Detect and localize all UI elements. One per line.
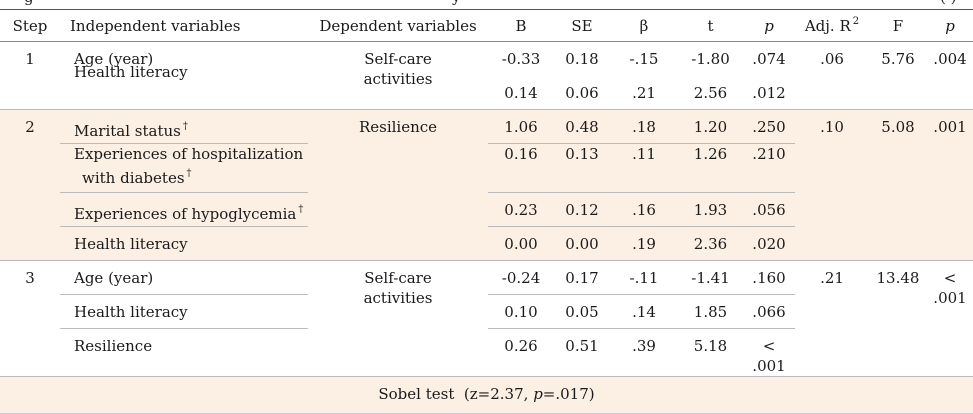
cell-b: 1.06 xyxy=(488,109,554,144)
dependent-variable: Self-care activities xyxy=(363,50,433,88)
cell-beta: .39 xyxy=(610,328,678,377)
independent-variable: Age (year) xyxy=(74,50,154,68)
independent-variable: Health literacy xyxy=(74,62,188,81)
header-t: t xyxy=(678,9,743,42)
cell-f: 13.48 xyxy=(869,260,927,377)
caption-fragment: y xyxy=(452,0,460,5)
cell-p: .160 xyxy=(743,260,795,295)
step-1-group: 1 Age (year) Self-care activities -0.33 0… xyxy=(0,42,973,110)
cell-b: 0.00 xyxy=(488,226,554,261)
cell-b: 0.23 xyxy=(488,192,554,227)
header-independent: Independent variables xyxy=(60,9,308,42)
header-dependent: Dependent variables xyxy=(308,9,488,42)
table-row: Health literacy 0.14 0.06 .21 2.56 .012 xyxy=(0,62,973,110)
cell-b: 0.16 xyxy=(488,143,554,193)
cell-t: 2.36 xyxy=(678,226,743,261)
cell-t: 5.18 xyxy=(678,328,743,377)
cell-adj-r2: .21 xyxy=(795,260,869,377)
table-row: 3 Age (year) Self-care activities -0.24 0… xyxy=(0,260,973,377)
cell-se: 0.06 xyxy=(565,83,599,102)
table-row: Resilience 0.26 0.51 .39 5.18 < .001 xyxy=(0,328,973,377)
independent-variable: Health literacy xyxy=(60,226,308,261)
cell-p: .012 xyxy=(752,83,786,102)
cell-p-model: .004 xyxy=(933,50,967,68)
header-p-model: p xyxy=(927,9,973,42)
regression-table: Step Independent variables Dependent var… xyxy=(0,9,973,414)
independent-variable: Experiences of hospitalization with diab… xyxy=(60,143,308,193)
cell-beta: .19 xyxy=(610,226,678,261)
cell-b: -0.24 xyxy=(488,260,554,295)
table-row: 2 Marital status † Resilience 1.06 0.48 .… xyxy=(0,109,973,261)
table-row: Experiences of hypoglycemia † 0.23 0.12 .… xyxy=(0,192,973,227)
cell-p: .056 xyxy=(743,192,795,227)
cell-se: 0.12 xyxy=(554,192,610,227)
cell-f: 5.08 xyxy=(869,109,927,261)
cell-b: -0.33 xyxy=(501,50,541,68)
header-step: Step xyxy=(0,9,60,42)
cell-beta: .16 xyxy=(610,192,678,227)
cell-p: .210 xyxy=(743,143,795,193)
cell-t: -1.80 xyxy=(691,50,730,68)
cell-p-model: < .001 xyxy=(927,260,973,377)
cell-p: .066 xyxy=(743,294,795,329)
header-p: p xyxy=(743,9,795,42)
cell-se: 0.05 xyxy=(554,294,610,329)
cell-p-model: .001 xyxy=(927,109,973,261)
cell-f: 5.76 xyxy=(881,50,915,68)
cell-t: 1.26 xyxy=(678,143,743,193)
table-row: Experiences of hospitalization with diab… xyxy=(0,143,973,193)
independent-variable: Marital status † xyxy=(60,109,308,144)
cell-p: .020 xyxy=(743,226,795,261)
header-b: B xyxy=(488,9,554,42)
cell-b: 0.14 xyxy=(504,83,538,102)
cell-t: 1.93 xyxy=(678,192,743,227)
step-number: 3 xyxy=(0,260,60,377)
step-number: 1 xyxy=(25,50,35,68)
independent-variable: Health literacy xyxy=(60,294,308,329)
cell-t: -1.41 xyxy=(678,260,743,295)
cell-t: 2.56 xyxy=(693,83,728,102)
step-3-group: 3 Age (year) Self-care activities -0.24 0… xyxy=(0,260,973,377)
cell-se: 0.00 xyxy=(554,226,610,261)
cell-t: 1.85 xyxy=(678,294,743,329)
cell-beta: .21 xyxy=(632,83,656,102)
dependent-variable: Resilience xyxy=(308,109,488,261)
cell-beta: .18 xyxy=(610,109,678,144)
truncated-caption: g y ( ) xyxy=(0,0,973,9)
cell-beta: .14 xyxy=(610,294,678,329)
cell-se: 0.18 xyxy=(565,50,599,68)
table-row: 1 Age (year) Self-care activities -0.33 0… xyxy=(0,42,973,88)
header-beta: β xyxy=(610,9,678,42)
cell-beta: -.11 xyxy=(610,260,678,295)
cell-p: .074 xyxy=(752,50,786,68)
cell-b: 0.26 xyxy=(488,328,554,377)
independent-variable: Resilience xyxy=(60,328,308,377)
step-2-group: 2 Marital status † Resilience 1.06 0.48 .… xyxy=(0,109,973,261)
cell-b: 0.10 xyxy=(488,294,554,329)
cell-se: 0.17 xyxy=(554,260,610,295)
dependent-variable: Self-care activities xyxy=(308,260,488,377)
independent-variable: Experiences of hypoglycemia † xyxy=(60,192,308,227)
cell-t: 1.20 xyxy=(678,109,743,144)
caption-fragment: g xyxy=(24,0,34,5)
cell-adj-r2: .10 xyxy=(795,109,869,261)
cell-se: 0.48 xyxy=(554,109,610,144)
step-number: 2 xyxy=(0,109,60,261)
table-row: Health literacy 0.00 0.00 .19 2.36 .020 xyxy=(0,226,973,261)
caption-fragment: ( ) xyxy=(940,0,956,5)
table-row: Health literacy 0.10 0.05 .14 1.85 .066 xyxy=(0,294,973,329)
cell-p: < .001 xyxy=(743,328,795,377)
cell-p: .250 xyxy=(743,109,795,144)
header-se: SE xyxy=(554,9,610,42)
header-f: F xyxy=(869,9,927,42)
cell-beta: .11 xyxy=(610,143,678,193)
cell-beta: -.15 xyxy=(629,50,659,68)
independent-variable: Age (year) xyxy=(60,260,308,295)
cell-se: 0.51 xyxy=(554,328,610,377)
cell-adj-r2: .06 xyxy=(820,50,844,68)
cell-se: 0.13 xyxy=(554,143,610,193)
header-row: Step Independent variables Dependent var… xyxy=(0,9,973,42)
